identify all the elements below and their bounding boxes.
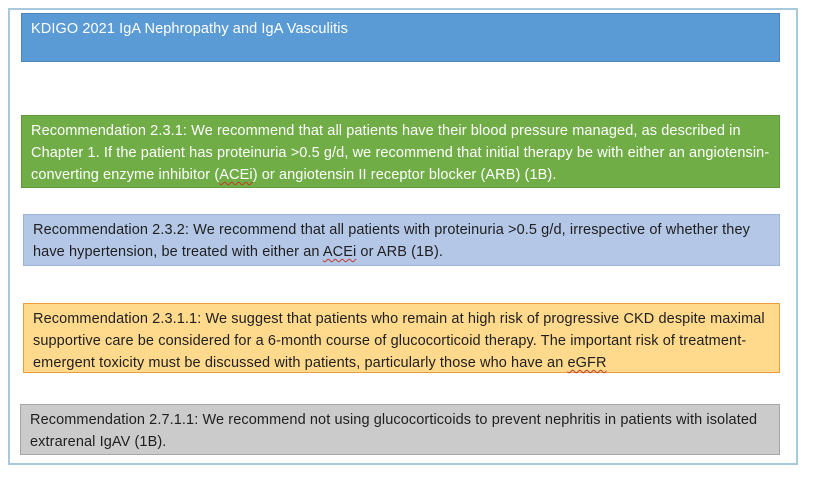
text-run: KDIGO 2021 IgA Nephropathy and IgA Vascu… bbox=[31, 21, 348, 37]
recommendation-text-2-3-2: Recommendation 2.3.2: We recommend that … bbox=[33, 219, 770, 263]
recommendation-text-2-3-1: Recommendation 2.3.1: We recommend that … bbox=[31, 120, 770, 186]
text-run: Recommendation 2.3.1: We recommend that … bbox=[31, 123, 770, 183]
text-run: or ARB (1B). bbox=[356, 244, 444, 260]
underlined-term: ACEi bbox=[219, 167, 253, 183]
recommendation-box-2-7-1-1: Recommendation 2.7.1.1: We recommend not… bbox=[20, 404, 780, 455]
slide-title: KDIGO 2021 IgA Nephropathy and IgA Vascu… bbox=[31, 18, 770, 40]
title-banner: KDIGO 2021 IgA Nephropathy and IgA Vascu… bbox=[21, 13, 780, 62]
text-run: Recommendation 2.7.1.1: We recommend not… bbox=[30, 412, 758, 450]
text-run: Recommendation 2.3.2: We recommend that … bbox=[33, 222, 750, 260]
underlined-term: ACEi bbox=[322, 244, 357, 260]
recommendation-box-2-3-1: Recommendation 2.3.1: We recommend that … bbox=[21, 115, 780, 188]
recommendation-text-2-3-1-1: Recommendation 2.3.1.1: We suggest that … bbox=[33, 308, 770, 374]
underlined-term: eGFR bbox=[567, 355, 607, 371]
recommendation-box-2-3-1-1: Recommendation 2.3.1.1: We suggest that … bbox=[23, 303, 780, 373]
recommendation-text-2-7-1-1: Recommendation 2.7.1.1: We recommend not… bbox=[30, 409, 770, 453]
text-run: Recommendation 2.3.1.1: We suggest that … bbox=[33, 311, 765, 371]
text-run: ) or angiotensin II receptor blocker (AR… bbox=[252, 167, 557, 183]
recommendation-box-2-3-2: Recommendation 2.3.2: We recommend that … bbox=[23, 214, 780, 266]
